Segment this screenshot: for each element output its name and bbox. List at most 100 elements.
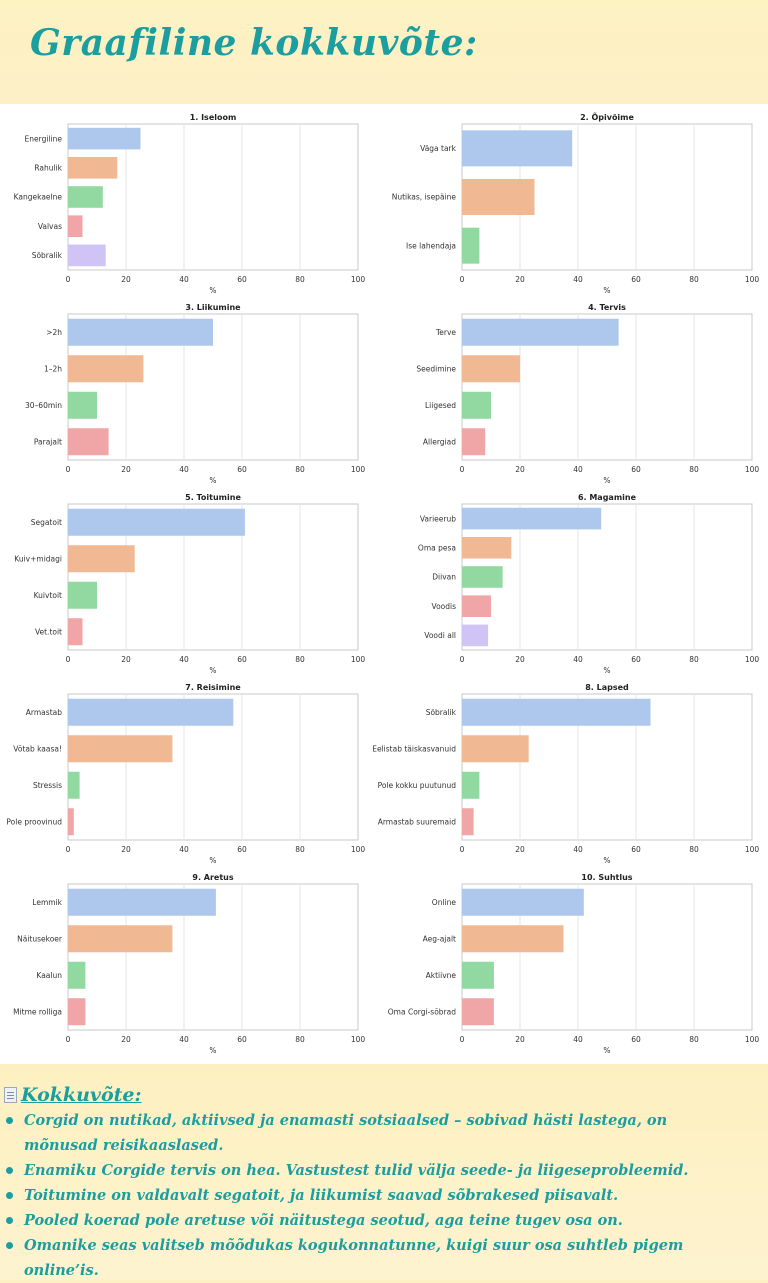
x-tick-label: 100 xyxy=(351,655,366,664)
category-label: Ise lahendaja xyxy=(406,241,456,250)
x-tick-label: 100 xyxy=(351,465,366,474)
bar xyxy=(462,698,651,726)
bar xyxy=(68,186,103,208)
category-label: >2h xyxy=(46,328,62,337)
x-tick-label: 40 xyxy=(573,465,583,474)
x-tick-label: 100 xyxy=(351,1035,366,1044)
bar xyxy=(462,227,480,264)
bar xyxy=(68,735,173,763)
category-label: Rahulik xyxy=(34,164,62,173)
category-label: Segatoit xyxy=(31,518,62,527)
x-tick-label: 40 xyxy=(573,845,583,854)
x-tick-label: 100 xyxy=(745,465,760,474)
bar xyxy=(68,545,135,573)
bar xyxy=(68,581,97,609)
x-tick-label: 60 xyxy=(631,845,641,854)
x-axis-label: % xyxy=(209,286,216,295)
bar xyxy=(462,925,564,953)
category-label: Terve xyxy=(435,328,456,337)
category-label: Kuivtoit xyxy=(34,591,62,600)
x-tick-label: 0 xyxy=(460,1035,465,1044)
chart-title: 1. Iseloom xyxy=(190,113,237,122)
category-label: Pole kokku puutunud xyxy=(378,781,457,790)
bar xyxy=(68,428,109,456)
x-tick-label: 80 xyxy=(295,1035,305,1044)
x-tick-label: 60 xyxy=(237,1035,247,1044)
x-axis-label: % xyxy=(209,1046,216,1055)
x-tick-label: 100 xyxy=(745,845,760,854)
x-axis-label: % xyxy=(603,286,610,295)
summary-item-text: Toitumine on valdavalt segatoit, ja liik… xyxy=(24,1187,619,1204)
category-label: Näitusekoer xyxy=(17,934,63,943)
category-label: Pole proovinud xyxy=(6,817,62,826)
category-label: Väga tark xyxy=(420,144,457,153)
x-tick-label: 60 xyxy=(631,275,641,284)
x-tick-label: 0 xyxy=(460,655,465,664)
category-label: Kuiv+midagi xyxy=(14,554,62,563)
category-label: Stressis xyxy=(33,781,62,790)
x-tick-label: 80 xyxy=(295,465,305,474)
category-label: Diivan xyxy=(432,573,456,582)
bar xyxy=(68,355,144,383)
x-tick-label: 80 xyxy=(689,1035,699,1044)
x-tick-label: 0 xyxy=(66,275,71,284)
bar xyxy=(68,391,97,419)
x-tick-label: 20 xyxy=(121,275,131,284)
x-tick-label: 80 xyxy=(689,845,699,854)
bar xyxy=(462,428,486,456)
category-label: Sõbralik xyxy=(32,251,63,260)
bar xyxy=(462,735,529,763)
x-tick-label: 20 xyxy=(121,1035,131,1044)
bar xyxy=(462,536,512,559)
category-label: Mitme rolliga xyxy=(13,1007,62,1016)
chart-title: 9. Aretus xyxy=(192,873,233,882)
bar xyxy=(462,961,494,989)
x-tick-label: 100 xyxy=(351,275,366,284)
x-tick-label: 0 xyxy=(66,465,71,474)
bullet-dot xyxy=(6,1192,13,1199)
summary-item-text: Omanike seas valitseb mõõdukas kogukonna… xyxy=(24,1237,684,1279)
category-label: Kaalun xyxy=(36,971,62,980)
summary-item: Enamiku Corgide tervis on hea. Vastustes… xyxy=(0,1158,768,1183)
bar xyxy=(462,998,494,1026)
x-tick-label: 0 xyxy=(460,465,465,474)
bar xyxy=(462,178,535,216)
category-label: Voodi all xyxy=(424,631,456,640)
chart-title: 6. Magamine xyxy=(578,493,637,502)
summary-item: Pooled koerad pole aretuse või näitusteg… xyxy=(0,1208,768,1233)
bar xyxy=(68,508,245,536)
x-tick-label: 100 xyxy=(745,1035,760,1044)
x-axis-label: % xyxy=(209,476,216,485)
x-tick-label: 60 xyxy=(237,465,247,474)
category-label: Eelistab täiskasvanuid xyxy=(372,744,456,753)
x-axis-label: % xyxy=(209,666,216,675)
x-axis-label: % xyxy=(603,666,610,675)
chart-title: 2. Õpivõime xyxy=(580,111,634,122)
bar xyxy=(68,156,118,179)
x-tick-label: 0 xyxy=(66,1035,71,1044)
bullet-dot xyxy=(6,1217,13,1224)
category-label: 30–60min xyxy=(25,401,62,410)
x-tick-label: 0 xyxy=(66,655,71,664)
category-label: Nutikas, isepäine xyxy=(392,193,457,202)
x-tick-label: 40 xyxy=(573,655,583,664)
bar xyxy=(68,215,83,238)
x-tick-label: 20 xyxy=(515,845,525,854)
bar xyxy=(68,961,86,989)
x-tick-label: 60 xyxy=(237,275,247,284)
x-tick-label: 100 xyxy=(745,275,760,284)
page-title: Graafiline kokkuvõte: xyxy=(30,22,478,64)
bar xyxy=(68,127,141,150)
category-label: Liigesed xyxy=(425,401,456,410)
bar xyxy=(68,925,173,953)
bar xyxy=(462,318,619,346)
category-label: Seedimine xyxy=(416,364,456,373)
bar xyxy=(462,888,584,916)
x-tick-label: 80 xyxy=(295,275,305,284)
category-label: Lemmik xyxy=(32,898,62,907)
category-label: Voodis xyxy=(432,602,457,611)
category-label: 1–2h xyxy=(44,364,62,373)
bar xyxy=(68,698,234,726)
category-label: Armastab xyxy=(26,708,62,717)
x-tick-label: 100 xyxy=(351,845,366,854)
